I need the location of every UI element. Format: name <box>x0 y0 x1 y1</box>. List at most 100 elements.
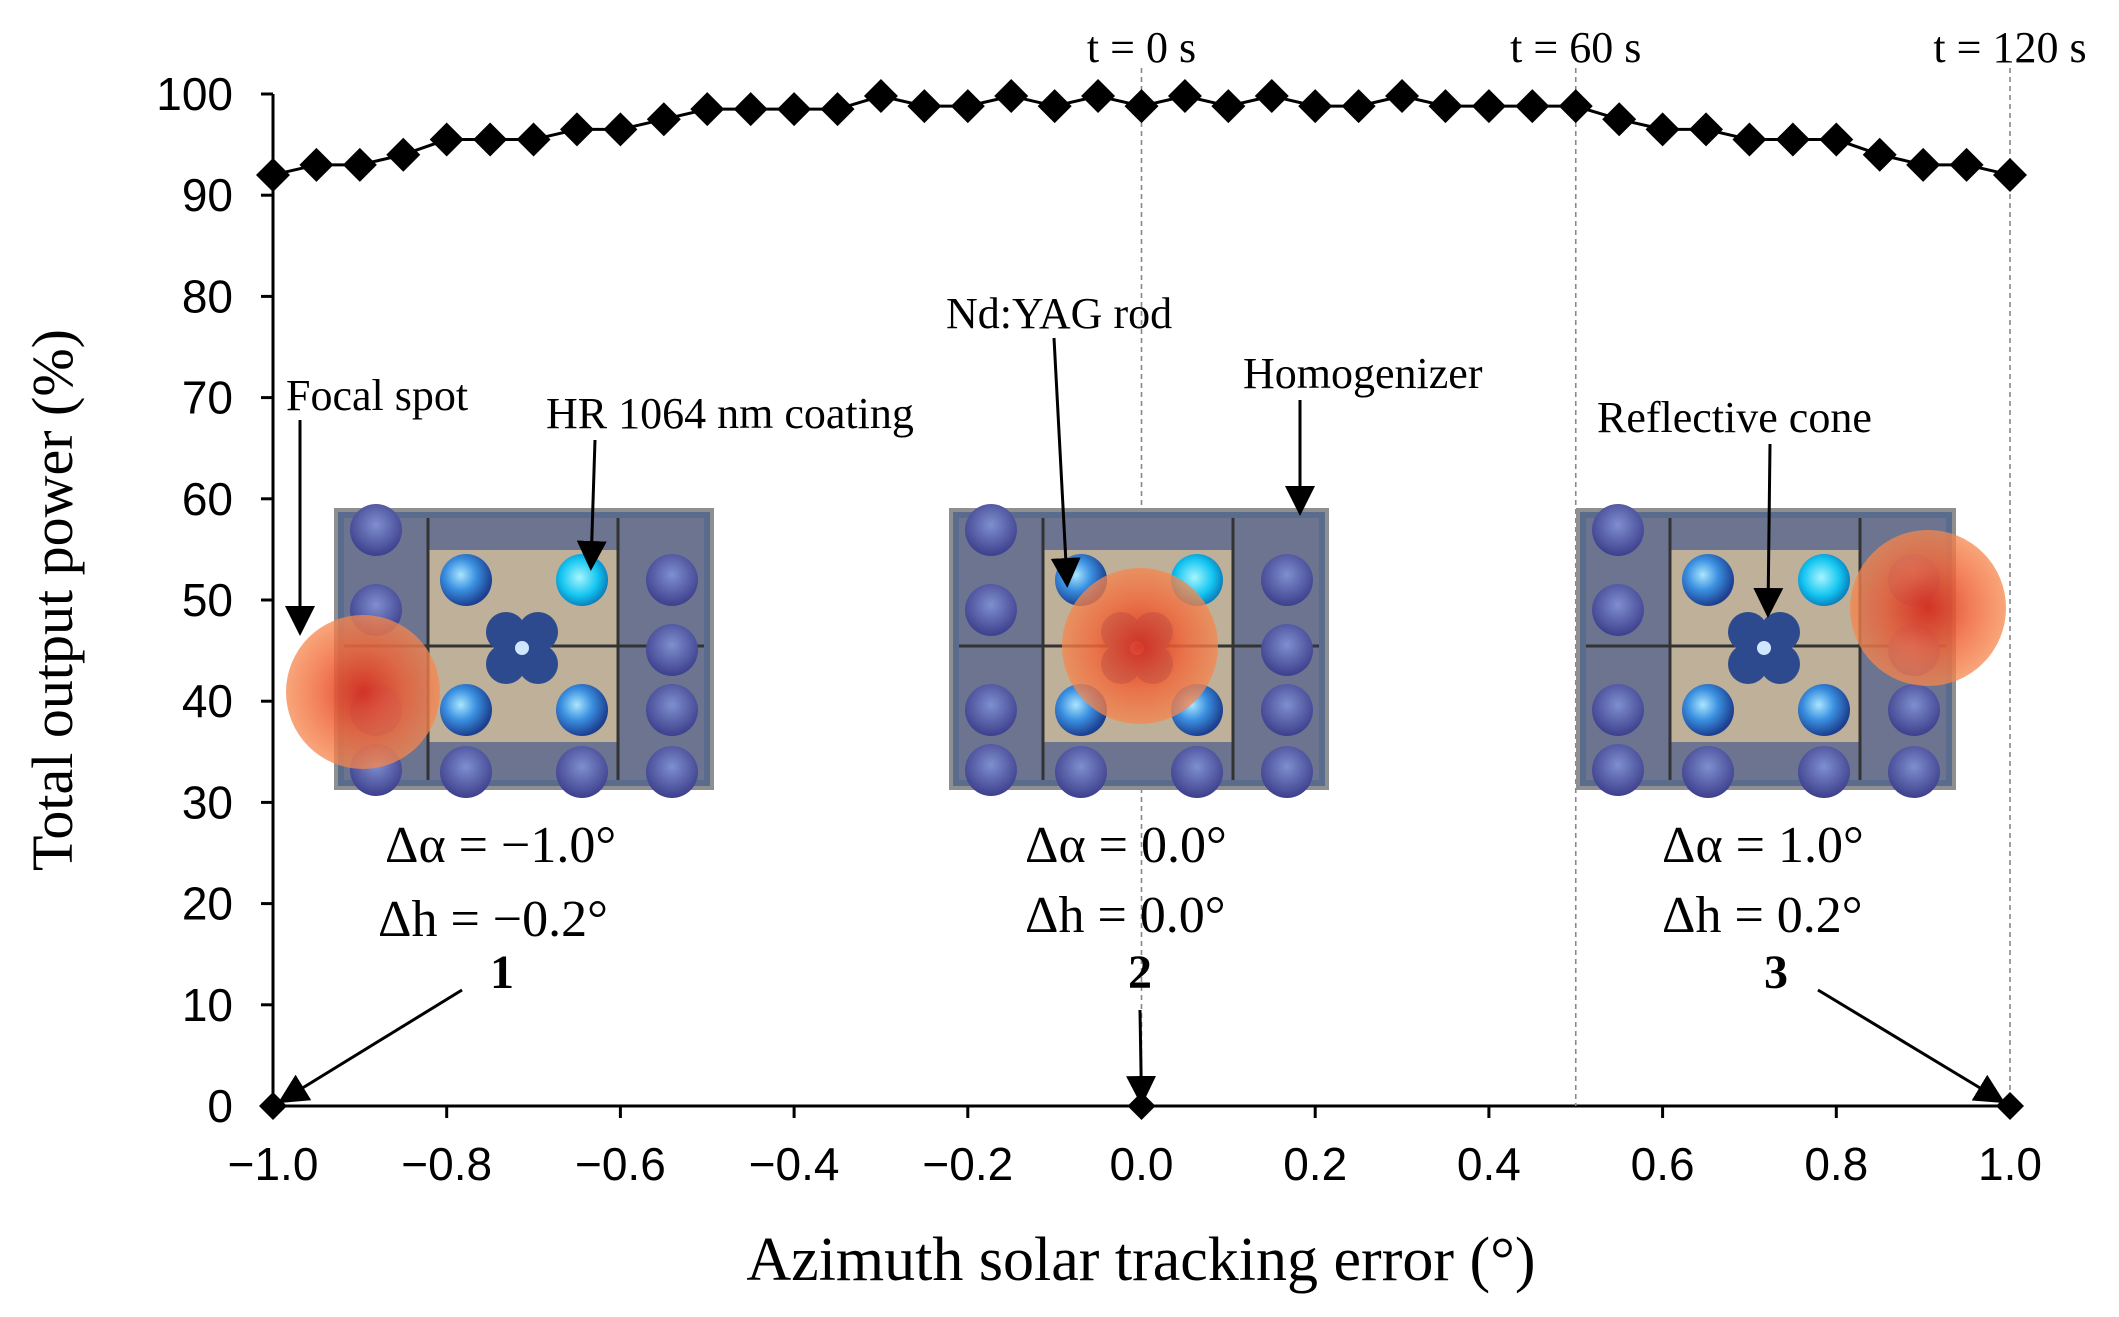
inset-2-delta-alpha: Δα = 0.0° <box>1025 817 1227 874</box>
time-marker-label: t = 0 s <box>1087 23 1196 72</box>
x-tick-label: 0.4 <box>1457 1138 1521 1190</box>
inset-rod <box>965 744 1017 796</box>
zero-point-label: 3 <box>1764 946 1788 999</box>
inset-reflective-cone <box>1728 612 1800 684</box>
data-point <box>1602 102 1637 137</box>
x-axis-title: Azimuth solar tracking error (°) <box>746 1226 1535 1294</box>
data-point <box>1037 89 1072 124</box>
inset-rod <box>1798 746 1850 798</box>
x-tick-label: 0.6 <box>1631 1138 1695 1190</box>
inset-rod <box>1592 744 1644 796</box>
data-point <box>516 122 551 157</box>
focal-spot-1 <box>286 615 440 769</box>
inset-rod <box>965 584 1017 636</box>
data-point <box>1862 137 1897 172</box>
inset-rod <box>1682 554 1734 606</box>
inset-cone-lobe <box>486 612 526 652</box>
data-point <box>646 102 681 137</box>
inset-cone-lobe <box>1728 612 1768 652</box>
data-point <box>559 112 594 147</box>
y-tick-label: 10 <box>182 979 233 1031</box>
y-tick-label: 20 <box>182 878 233 930</box>
annotation-homogenizer: Homogenizer <box>1243 349 1483 398</box>
data-point <box>1515 89 1550 124</box>
inset-rod <box>1171 746 1223 798</box>
x-tick-label: 1.0 <box>1978 1138 2042 1190</box>
inset-rod <box>1261 746 1313 798</box>
inset-cone-lobe <box>1760 644 1800 684</box>
annotation-focal-spot: Focal spot <box>286 371 468 420</box>
data-point <box>733 92 768 127</box>
data-point <box>1211 89 1246 124</box>
data-point <box>342 147 377 182</box>
data-point <box>1906 147 1941 182</box>
series-markers <box>256 79 2027 192</box>
inset-rod <box>646 684 698 736</box>
zero-point <box>1996 1092 2024 1120</box>
data-point <box>1428 89 1463 124</box>
annotation-cone: Reflective cone <box>1597 393 1872 442</box>
inset-rod <box>1055 746 1107 798</box>
inset-rod <box>646 554 698 606</box>
data-point <box>1645 112 1680 147</box>
data-point <box>994 79 1029 114</box>
arrow-hr-coating <box>576 439 607 571</box>
inset-rod <box>646 624 698 676</box>
inset-rod <box>556 554 608 606</box>
x-tick-label: −1.0 <box>228 1138 319 1190</box>
zero-point-label: 1 <box>490 946 514 999</box>
inset-rod <box>1888 684 1940 736</box>
y-ticks: 0 10 20 30 40 50 60 70 80 90 100 <box>156 68 273 1132</box>
inset-1-delta-alpha: Δα = −1.0° <box>385 817 616 874</box>
zero-points: 1 2 3 <box>259 946 2024 1120</box>
data-point <box>907 89 942 124</box>
data-point <box>690 92 725 127</box>
inset-cone-lobe <box>1760 612 1800 652</box>
data-point <box>1949 147 1984 182</box>
y-axis-title: Total output power (%) <box>20 329 85 871</box>
annotation-hr-coating: HR 1064 nm coating <box>546 389 914 438</box>
data-point <box>299 147 334 182</box>
data-point <box>1819 122 1854 157</box>
y-tick-label: 0 <box>207 1080 233 1132</box>
data-point <box>1254 79 1289 114</box>
zero-point <box>259 1092 287 1120</box>
inset-1-delta-h: Δh = −0.2° <box>378 891 608 948</box>
inset-3-delta-alpha: Δα = 1.0° <box>1662 817 1864 874</box>
inset-cone-center <box>1757 641 1771 655</box>
inset-rod <box>1261 624 1313 676</box>
data-point <box>777 92 812 127</box>
inset-rod <box>350 504 402 556</box>
data-point <box>1081 79 1116 114</box>
x-tick-label: 0.8 <box>1804 1138 1868 1190</box>
time-marker-label: t = 120 s <box>1933 23 2086 72</box>
data-point <box>1167 79 1202 114</box>
x-tick-label: 0.0 <box>1110 1138 1174 1190</box>
data-point <box>603 112 638 147</box>
zero-point-arrow <box>1817 988 2006 1104</box>
focal-spot-3 <box>1850 530 2006 686</box>
data-point <box>1993 157 2027 192</box>
time-marker-label: t = 60 s <box>1510 23 1641 72</box>
data-point <box>473 122 508 157</box>
annotation-rod: Nd:YAG rod <box>946 289 1172 338</box>
data-point <box>1471 89 1506 124</box>
data-point <box>820 92 855 127</box>
inset-photo-1 <box>334 504 714 798</box>
x-ticks: −1.0 −0.8 −0.6 −0.4 −0.2 0.0 0.2 0.4 0.6 0.8 1.0 <box>228 1106 2042 1190</box>
x-tick-label: −0.6 <box>575 1138 666 1190</box>
inset-cone-center <box>515 641 529 655</box>
inset-rod <box>965 504 1017 556</box>
inset-rod <box>440 684 492 736</box>
y-tick-label: 80 <box>182 270 233 322</box>
inset-rod <box>440 746 492 798</box>
y-tick-label: 40 <box>182 675 233 727</box>
y-tick-label: 90 <box>182 169 233 221</box>
data-point <box>386 137 421 172</box>
inset-rod <box>1682 684 1734 736</box>
y-tick-label: 70 <box>182 372 233 424</box>
data-point <box>1689 112 1724 147</box>
x-tick-label: −0.4 <box>749 1138 840 1190</box>
zero-point-arrow <box>277 988 463 1104</box>
